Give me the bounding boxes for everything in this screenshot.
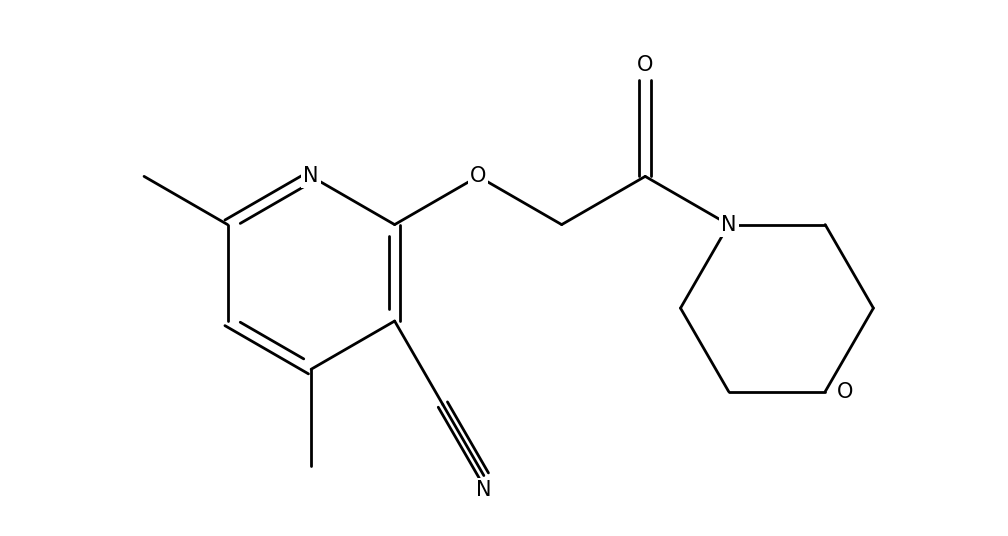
Text: O: O: [470, 166, 486, 187]
Text: N: N: [476, 480, 492, 501]
Text: O: O: [837, 382, 853, 401]
Text: N: N: [721, 214, 737, 235]
Text: O: O: [637, 55, 653, 75]
Text: N: N: [303, 166, 319, 187]
